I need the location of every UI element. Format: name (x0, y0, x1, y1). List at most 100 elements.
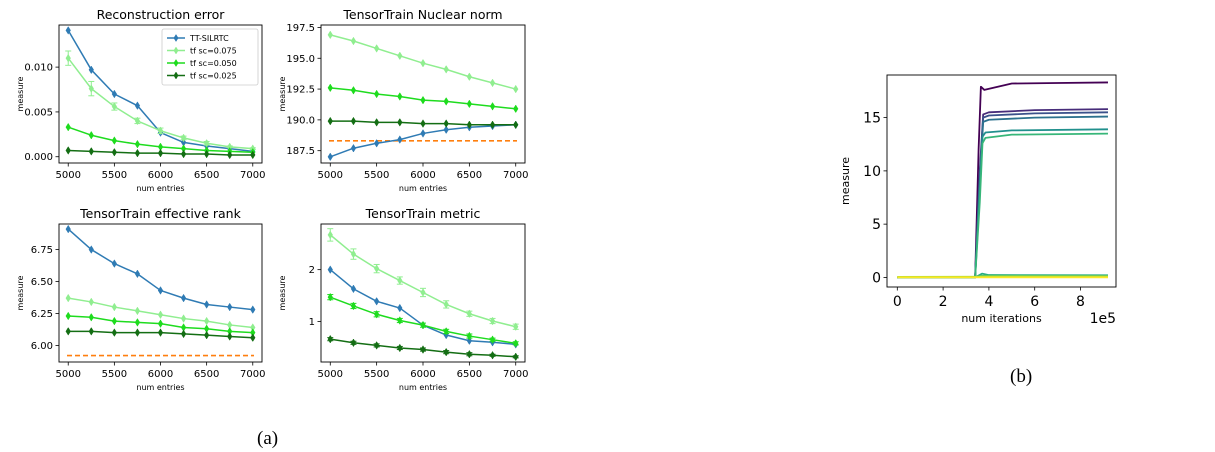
y-axis-label: measure (16, 76, 25, 111)
x-tick-label: 7000 (240, 369, 265, 380)
series-2 (65, 311, 256, 337)
data-point (397, 343, 403, 353)
data-point (397, 51, 403, 61)
series-2 (327, 292, 519, 348)
axes-frame (320, 24, 526, 164)
series-line (897, 111, 1108, 279)
series-3 (327, 334, 519, 362)
legend-label: tf sc=0.025 (190, 72, 237, 81)
y-axis-label: measure (839, 157, 852, 205)
y-axis-label: measure (278, 275, 287, 310)
nuclear-norm-plot: TensorTrain Nuclear norm 5000 5500 6000 6500… (278, 7, 528, 193)
x-tick-label: 6000 (148, 369, 173, 380)
x-offset-label: 1e5 (1090, 311, 1116, 327)
x-axis-label: num iterations (961, 312, 1042, 325)
data-point (65, 146, 71, 155)
data-point (350, 284, 357, 294)
x-axis-label: num entries (399, 383, 447, 392)
data-point (373, 309, 380, 319)
data-point (443, 65, 449, 74)
data-point (420, 320, 426, 330)
data-point (65, 293, 71, 303)
series-1 (327, 30, 519, 94)
data-point (513, 352, 519, 362)
data-point (443, 119, 449, 128)
series-0 (327, 120, 519, 162)
data-point (443, 327, 449, 336)
data-point (111, 316, 118, 326)
data-point (65, 311, 71, 321)
data-point (134, 101, 141, 110)
x-tick-label: 5000 (318, 369, 343, 380)
legend-swatch-marker (173, 34, 179, 42)
data-point (88, 130, 94, 140)
legend-label: tf sc=0.050 (190, 59, 237, 68)
legend-box (161, 28, 259, 86)
x-tick-label: 6000 (148, 170, 173, 181)
legend-swatch-marker (173, 46, 179, 55)
data-point (134, 139, 141, 149)
data-point (227, 302, 233, 312)
series-line (329, 234, 516, 328)
series-2 (327, 83, 519, 114)
effective-rank-plot: TensorTrain effective rank 5000 5500 6000 65… (16, 206, 265, 392)
data-point (111, 259, 118, 268)
data-point (180, 133, 187, 143)
series-3 (65, 327, 256, 342)
chart-title: TensorTrain effective rank (79, 206, 241, 221)
y-tick-label: 5 (872, 217, 881, 233)
y-tick-label: 0 (872, 270, 881, 286)
data-point (489, 78, 496, 88)
data-point (203, 300, 210, 309)
data-point (397, 303, 403, 313)
data-point (466, 349, 473, 359)
data-point (327, 152, 333, 162)
data-point (88, 147, 94, 156)
data-point (157, 286, 164, 295)
data-point (420, 95, 426, 105)
data-point (327, 30, 333, 40)
y-axis-label: measure (16, 275, 25, 310)
data-point (65, 122, 71, 132)
data-point (134, 148, 141, 158)
series-3 (897, 115, 1108, 279)
data-point (373, 264, 380, 273)
data-point (373, 341, 380, 350)
series-2 (897, 111, 1108, 279)
data-point (88, 297, 94, 307)
data-point (466, 72, 473, 82)
y-tick-label: 1 (309, 317, 315, 328)
data-point (420, 129, 426, 138)
data-point (443, 300, 449, 309)
data-point (350, 143, 357, 153)
data-point (397, 118, 403, 127)
data-point (111, 102, 118, 111)
data-point (327, 116, 333, 126)
x-tick-label: 5500 (364, 369, 389, 380)
data-point (65, 327, 71, 336)
data-point (513, 84, 519, 94)
reconstruction-error-plot: Reconstruction error 5000 5500 6000 6500 7000… (16, 7, 265, 193)
series-0 (65, 224, 256, 314)
data-point (203, 149, 210, 159)
data-point (373, 44, 380, 53)
data-point (327, 265, 333, 274)
data-point (513, 322, 519, 331)
data-point (327, 230, 333, 240)
data-point (373, 118, 380, 127)
series-4 (897, 128, 1108, 279)
data-point (111, 147, 118, 157)
data-point (88, 245, 94, 254)
data-point (111, 89, 118, 99)
series-3 (327, 116, 519, 130)
legend-label: TT-SILRTC (189, 34, 229, 43)
data-point (327, 83, 333, 93)
x-tick-label: 7000 (240, 170, 265, 181)
data-point (513, 104, 519, 114)
data-point (397, 276, 403, 285)
y-tick-label: 15 (863, 111, 881, 127)
x-tick-label: 6500 (457, 170, 482, 181)
data-point (466, 99, 473, 109)
data-point (350, 86, 357, 95)
